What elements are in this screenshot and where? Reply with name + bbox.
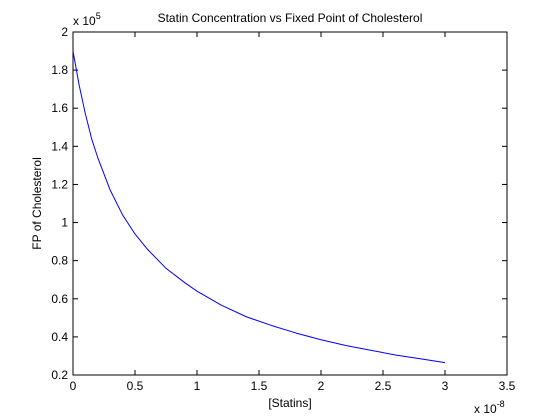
y-tick-label: 0.4 (51, 330, 68, 344)
plot-area (72, 31, 508, 376)
x-tick-label: 0 (70, 379, 77, 393)
y-tick-label: 1.6 (51, 101, 68, 115)
y-axis-multiplier: x 105 (73, 11, 101, 28)
x-tick-label: 2 (318, 379, 325, 393)
y-tick-label: 0.2 (51, 368, 68, 382)
y-multiplier-exponent: 5 (96, 11, 101, 21)
chart-title: Statin Concentration vs Fixed Point of C… (158, 11, 423, 25)
x-tick-label: 1.5 (251, 379, 268, 393)
x-axis-ticks: 0 0.5 1 1.5 2 2.5 3 3.5 (70, 32, 516, 393)
y-tick-label: 1.4 (51, 139, 68, 153)
axes-box (72, 31, 508, 376)
x-axis-label: [Statins] (268, 396, 311, 410)
x-axis-multiplier: x 10-8 (474, 399, 505, 416)
y-axis-ticks: 0.2 0.4 0.6 0.8 1 1.2 1.4 1.6 1.8 2 (51, 25, 507, 382)
y-tick-label: 1 (61, 216, 68, 230)
x-tick-label: 3.5 (499, 379, 516, 393)
y-tick-label: 0.6 (51, 292, 68, 306)
x-multiplier-exponent: -8 (497, 399, 505, 409)
x-multiplier-base: x 10 (474, 402, 497, 416)
series-layer (72, 50, 446, 364)
y-tick-label: 2 (61, 25, 68, 39)
x-tick-label: 3 (442, 379, 449, 393)
y-tick-label: 1.2 (51, 177, 68, 191)
y-axis-label: FP of Cholesterol (30, 157, 44, 250)
x-tick-label: 1 (194, 379, 201, 393)
y-multiplier-base: x 10 (73, 14, 96, 28)
x-tick-label: 2.5 (375, 379, 392, 393)
y-tick-label: 0.8 (51, 254, 68, 268)
x-tick-label: 0.5 (127, 379, 144, 393)
series-line-0 (72, 50, 446, 364)
y-tick-label: 1.8 (51, 63, 68, 77)
